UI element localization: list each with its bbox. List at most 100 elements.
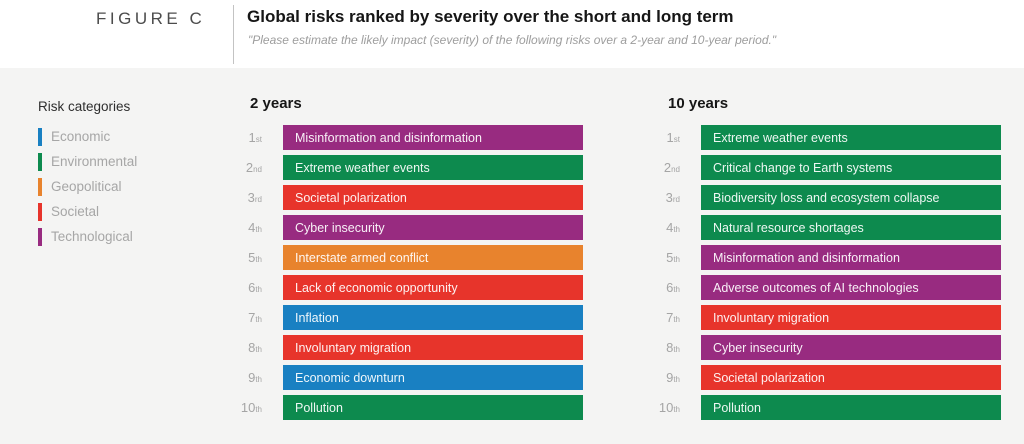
figure-label: FIGURE C bbox=[96, 9, 206, 28]
rank-label: 7th bbox=[666, 310, 680, 325]
legend-swatch-technological bbox=[38, 227, 42, 246]
rank-row: 8th Involuntary migration bbox=[228, 335, 583, 360]
risk-label: Cyber insecurity bbox=[295, 220, 385, 235]
rank-row: 7th Involuntary migration bbox=[646, 305, 1001, 330]
risk-label: Inflation bbox=[295, 310, 339, 325]
legend-label: Technological bbox=[51, 229, 133, 244]
rank-row: 10th Pollution bbox=[646, 395, 1001, 420]
risk-bar: Critical change to Earth systems bbox=[701, 155, 1001, 180]
legend-item-societal: Societal bbox=[38, 199, 228, 224]
legend-item-geopolitical: Geopolitical bbox=[38, 174, 228, 199]
legend-swatch-societal bbox=[38, 202, 42, 221]
risk-bar: Misinformation and disinformation bbox=[283, 125, 583, 150]
risk-bar: Involuntary migration bbox=[283, 335, 583, 360]
rank-row: 7th Inflation bbox=[228, 305, 583, 330]
risk-label: Interstate armed conflict bbox=[295, 250, 429, 265]
column-heading-2-years: 2 years bbox=[250, 95, 302, 112]
rank-label: 7th bbox=[248, 310, 262, 325]
legend-item-environmental: Environmental bbox=[38, 149, 228, 174]
ranking-list-2-years: 1st Misinformation and disinformation 2nd E… bbox=[228, 125, 583, 420]
rank-label: 8th bbox=[666, 340, 680, 355]
rank-label: 9th bbox=[666, 370, 680, 385]
legend-items: Economic Environmental Geopolitical Societa… bbox=[38, 124, 228, 249]
legend-label: Environmental bbox=[51, 154, 138, 169]
risk-label: Societal polarization bbox=[295, 190, 407, 205]
risk-label: Natural resource shortages bbox=[713, 220, 864, 235]
legend-title: Risk categories bbox=[38, 99, 131, 114]
legend-swatch-environmental bbox=[38, 152, 42, 171]
risk-label: Cyber insecurity bbox=[713, 340, 803, 355]
legend-swatch-economic bbox=[38, 127, 42, 146]
risk-bar: Extreme weather events bbox=[701, 125, 1001, 150]
risk-bar: Inflation bbox=[283, 305, 583, 330]
risk-label: Critical change to Earth systems bbox=[713, 160, 893, 175]
rank-row: 6th Adverse outcomes of AI technologies bbox=[646, 275, 1001, 300]
rank-row: 10th Pollution bbox=[228, 395, 583, 420]
rank-row: 2nd Critical change to Earth systems bbox=[646, 155, 1001, 180]
risk-bar: Societal polarization bbox=[283, 185, 583, 210]
rank-label: 3rd bbox=[247, 190, 262, 205]
risk-label: Extreme weather events bbox=[713, 130, 848, 145]
risk-bar: Pollution bbox=[701, 395, 1001, 420]
risk-bar: Societal polarization bbox=[701, 365, 1001, 390]
rank-label: 10th bbox=[240, 400, 262, 415]
rank-label: 6th bbox=[666, 280, 680, 295]
rank-row: 5th Interstate armed conflict bbox=[228, 245, 583, 270]
risk-categories-legend: Risk categories Economic Environmental Geo… bbox=[38, 99, 228, 249]
rank-label: 2nd bbox=[663, 160, 680, 175]
rank-label: 2nd bbox=[245, 160, 262, 175]
risk-label: Lack of economic opportunity bbox=[295, 280, 458, 295]
rank-row: 5th Misinformation and disinformation bbox=[646, 245, 1001, 270]
risk-label: Pollution bbox=[713, 400, 761, 415]
legend-label: Societal bbox=[51, 204, 100, 219]
risk-bar: Pollution bbox=[283, 395, 583, 420]
chart-subtitle: "Please estimate the likely impact (seve… bbox=[248, 33, 777, 47]
risk-bar: Cyber insecurity bbox=[701, 335, 1001, 360]
risk-label: Pollution bbox=[295, 400, 343, 415]
rank-label: 1st bbox=[666, 130, 680, 145]
risk-bar: Biodiversity loss and ecosystem collapse bbox=[701, 185, 1001, 210]
risk-label: Involuntary migration bbox=[295, 340, 412, 355]
rank-label: 9th bbox=[248, 370, 262, 385]
column-heading-10-years: 10 years bbox=[668, 95, 729, 112]
rank-row: 9th Societal polarization bbox=[646, 365, 1001, 390]
chart-title: Global risks ranked by severity over the… bbox=[247, 7, 734, 26]
chart-panel: Risk categories Economic Environmental Geo… bbox=[0, 68, 1024, 444]
risk-bar: Involuntary migration bbox=[701, 305, 1001, 330]
header-divider bbox=[233, 5, 234, 64]
risk-label: Misinformation and disinformation bbox=[295, 130, 482, 145]
legend-item-technological: Technological bbox=[38, 224, 228, 249]
rank-label: 4th bbox=[666, 220, 680, 235]
rank-row: 8th Cyber insecurity bbox=[646, 335, 1001, 360]
rank-label: 8th bbox=[248, 340, 262, 355]
rank-label: 10th bbox=[658, 400, 680, 415]
risk-label: Economic downturn bbox=[295, 370, 405, 385]
risk-label: Extreme weather events bbox=[295, 160, 430, 175]
rank-label: 1st bbox=[248, 130, 262, 145]
rank-label: 5th bbox=[248, 250, 262, 265]
risk-bar: Economic downturn bbox=[283, 365, 583, 390]
rank-row: 4th Natural resource shortages bbox=[646, 215, 1001, 240]
rank-label: 4th bbox=[248, 220, 262, 235]
risk-label: Misinformation and disinformation bbox=[713, 250, 900, 265]
ranking-list-10-years: 1st Extreme weather events 2nd Critical cha… bbox=[646, 125, 1001, 420]
rank-label: 5th bbox=[666, 250, 680, 265]
legend-item-economic: Economic bbox=[38, 124, 228, 149]
risk-bar: Adverse outcomes of AI technologies bbox=[701, 275, 1001, 300]
legend-swatch-geopolitical bbox=[38, 177, 42, 196]
column-10-years: 10 years 1st Extreme weather events 2nd Cri… bbox=[646, 95, 1001, 425]
risk-label: Adverse outcomes of AI technologies bbox=[713, 280, 919, 295]
risk-bar: Interstate armed conflict bbox=[283, 245, 583, 270]
rank-label: 6th bbox=[248, 280, 262, 295]
risk-label: Societal polarization bbox=[713, 370, 825, 385]
rank-row: 2nd Extreme weather events bbox=[228, 155, 583, 180]
rank-row: 1st Extreme weather events bbox=[646, 125, 1001, 150]
legend-label: Economic bbox=[51, 129, 111, 144]
risk-bar: Extreme weather events bbox=[283, 155, 583, 180]
rank-label: 3rd bbox=[665, 190, 680, 205]
risk-bar: Lack of economic opportunity bbox=[283, 275, 583, 300]
rank-row: 1st Misinformation and disinformation bbox=[228, 125, 583, 150]
rank-row: 6th Lack of economic opportunity bbox=[228, 275, 583, 300]
risk-bar: Cyber insecurity bbox=[283, 215, 583, 240]
